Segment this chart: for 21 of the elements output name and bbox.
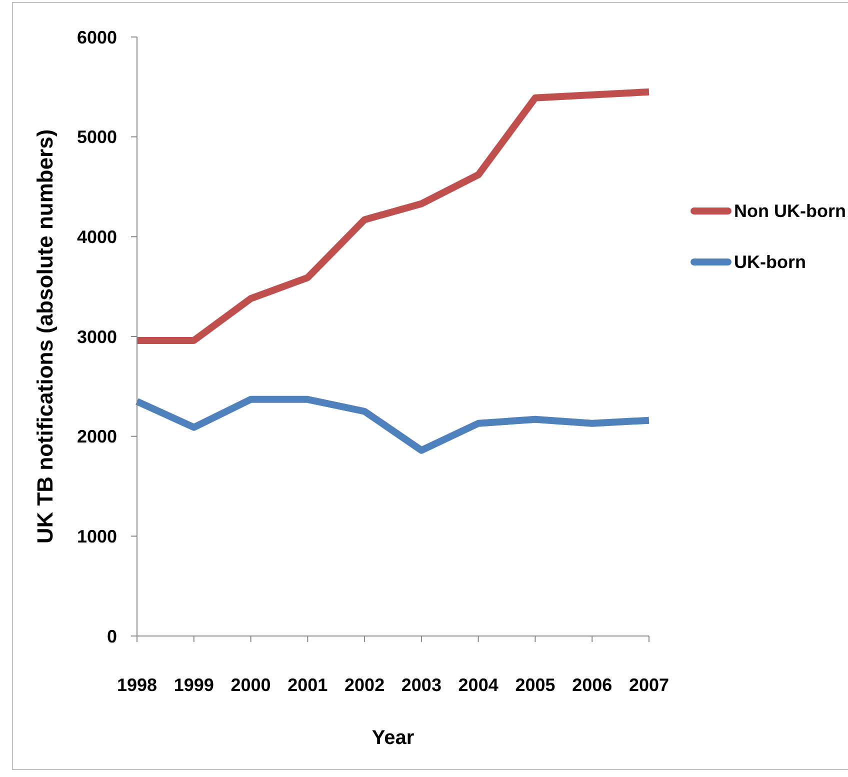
y-tick-label: 0 — [106, 626, 117, 646]
y-tick-label: 6000 — [76, 27, 117, 48]
x-tick-label: 2002 — [344, 674, 385, 695]
x-tick-label: 2006 — [572, 674, 612, 695]
legend-label: Non UK-born — [734, 200, 846, 222]
y-tick-label: 2000 — [76, 426, 117, 447]
y-tick-label: 3000 — [76, 326, 117, 347]
x-tick-label: 2001 — [288, 674, 328, 695]
x-tick-label: 1999 — [174, 674, 214, 695]
x-tick-label: 2004 — [458, 674, 498, 695]
x-tick-label: 2000 — [230, 674, 271, 695]
x-tick-label: 2003 — [401, 674, 442, 695]
y-axis-title: UK TB notifications (absolute numbers) — [32, 129, 58, 544]
x-axis-title: Year — [372, 727, 414, 749]
x-tick-label: 2007 — [628, 674, 670, 695]
y-tick-label: 5000 — [76, 127, 117, 148]
legend-label: UK-born — [734, 252, 806, 272]
x-tick-label: 1998 — [116, 674, 158, 695]
y-tick-label: 1000 — [76, 526, 117, 547]
x-tick-label: 2005 — [515, 674, 556, 695]
y-tick-label: 4000 — [76, 227, 117, 248]
